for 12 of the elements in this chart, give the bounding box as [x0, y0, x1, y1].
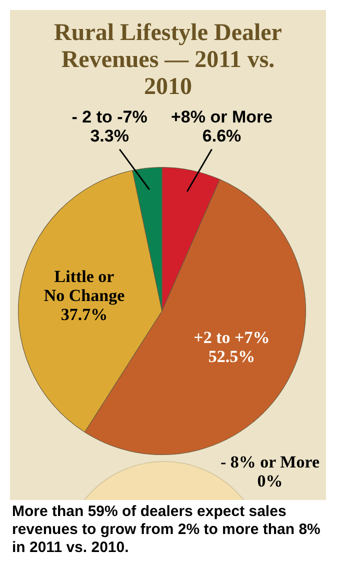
category-label: - 8% or More	[220, 452, 320, 472]
slice-label: +2 to +7%	[194, 328, 270, 348]
data-label: 37.7%	[60, 305, 108, 324]
data-label: 52.5%	[208, 347, 256, 366]
text: 0%	[257, 472, 283, 491]
slice-label: - 2 to -7%	[72, 107, 148, 126]
text: More than 59% of dealers expect sales revenues to grow from 2% to more than 8% in 2011 vs. 2010.	[12, 503, 322, 557]
data-label: 3.3%	[90, 126, 129, 146]
slice-label: Little or No Change	[44, 267, 126, 306]
slice-label: +8% or More	[170, 107, 273, 126]
chart-title: Rural Lifestyle Dealer Revenues — 2011 vs. 2010	[53, 20, 283, 101]
data-label: 6.6%	[202, 126, 242, 146]
